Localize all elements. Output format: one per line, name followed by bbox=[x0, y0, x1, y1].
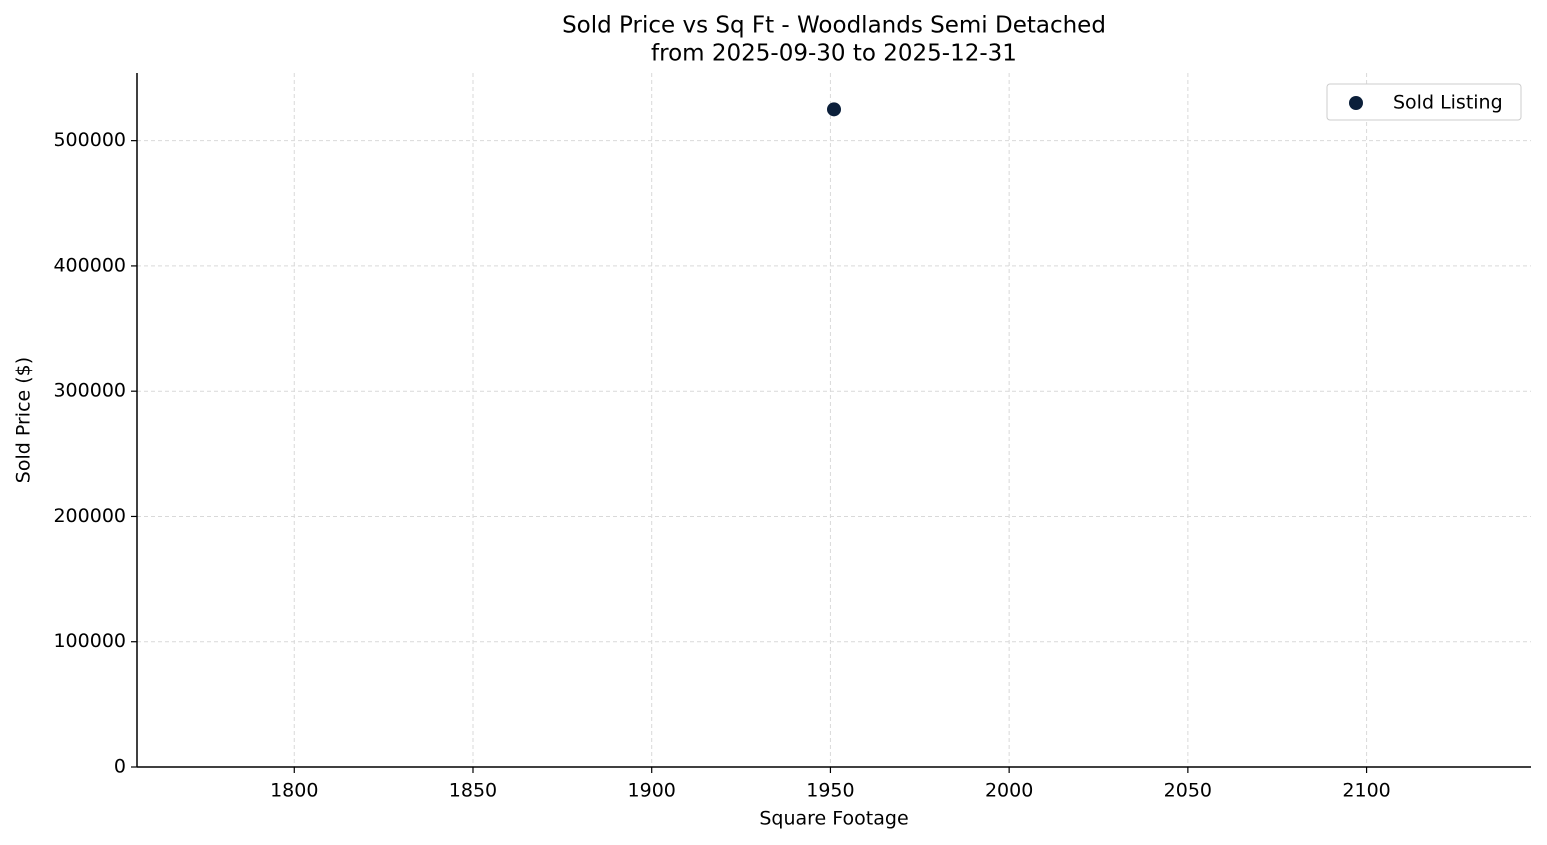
chart-title: Sold Price vs Sq Ft - Woodlands Semi Det… bbox=[562, 13, 1106, 39]
y-tick-label: 200000 bbox=[53, 505, 126, 527]
y-tick-label: 100000 bbox=[53, 630, 126, 652]
x-tick-label: 2050 bbox=[1164, 780, 1212, 802]
x-tick-label: 2100 bbox=[1342, 780, 1390, 802]
x-tick-label: 1950 bbox=[806, 780, 854, 802]
y-tick-label: 500000 bbox=[53, 129, 126, 151]
x-tick-label: 1850 bbox=[449, 780, 497, 802]
y-tick-label: 400000 bbox=[53, 254, 126, 276]
y-tick-label: 300000 bbox=[53, 380, 126, 402]
x-tick-label: 1900 bbox=[628, 780, 676, 802]
y-axis-label: Sold Price ($) bbox=[13, 357, 35, 483]
legend-box bbox=[1326, 83, 1522, 121]
data-point bbox=[827, 102, 841, 117]
legend-marker bbox=[1349, 96, 1363, 110]
x-tick-label: 1800 bbox=[270, 780, 318, 802]
chart-subtitle: from 2025-09-30 to 2025-12-31 bbox=[651, 41, 1017, 67]
y-tick-label: 0 bbox=[114, 756, 126, 778]
x-axis-label: Square Footage bbox=[759, 808, 908, 830]
x-tick-label: 2000 bbox=[985, 780, 1033, 802]
grid bbox=[137, 73, 1531, 768]
legend-label: Sold Listing bbox=[1393, 92, 1503, 114]
